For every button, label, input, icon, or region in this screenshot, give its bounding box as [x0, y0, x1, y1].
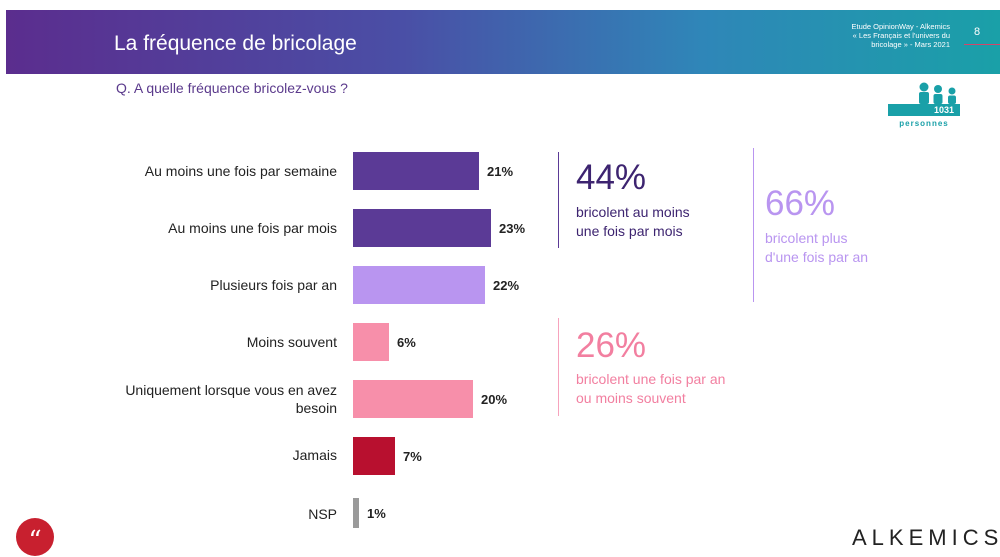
source-line: Etude OpinionWay - Alkemics: [851, 22, 950, 31]
quote-icon: “: [16, 518, 54, 556]
header-accent-line: [964, 44, 1000, 45]
sample-count: 1031: [888, 104, 960, 116]
summary-divider: [753, 148, 754, 302]
summary-text: bricolent au moins une fois par mois: [576, 203, 690, 241]
category-label: NSP: [308, 506, 337, 522]
summary-text: bricolent plus d'une fois par an: [765, 229, 868, 267]
bar: [353, 437, 395, 475]
people-icon: [919, 82, 956, 104]
summary-text-line: bricolent plus: [765, 230, 848, 246]
bar: [353, 266, 485, 304]
summary-text-line: bricolent une fois par an: [576, 371, 726, 387]
bar: [353, 323, 389, 361]
page-title: La fréquence de bricolage: [114, 32, 357, 55]
summary-text-line: ou moins souvent: [576, 390, 686, 406]
sample-label: personnes: [899, 119, 949, 128]
category-label: Au moins une fois par semaine: [144, 163, 337, 179]
summary-divider: [558, 152, 559, 248]
value-label: 21%: [487, 164, 514, 179]
value-label: 6%: [397, 335, 416, 350]
value-label: 23%: [499, 221, 526, 236]
summary-percent: 44%: [576, 158, 647, 197]
source-line: « Les Français et l'univers du: [852, 31, 950, 40]
bar: [353, 209, 491, 247]
question-text: Q. A quelle fréquence bricolez-vous ?: [116, 80, 348, 96]
value-label: 7%: [403, 449, 422, 464]
sample-badge: 1031 personnes: [888, 82, 960, 132]
category-label: Uniquement lorsque vous en avez besoin: [125, 382, 337, 416]
value-label: 1%: [367, 506, 386, 521]
source-note: Etude OpinionWay - Alkemics « Les França…: [818, 22, 950, 49]
summary-text-line: bricolent au moins: [576, 204, 690, 220]
category-label: Plusieurs fois par an: [210, 277, 337, 293]
value-label: 20%: [481, 392, 508, 407]
category-label: Moins souvent: [246, 334, 337, 350]
category-label: Au moins une fois par mois: [168, 220, 337, 236]
page-number: 8: [974, 26, 981, 38]
source-line: bricolage » - Mars 2021: [871, 40, 950, 49]
category-label: Jamais: [292, 447, 337, 463]
summary-percent: 26%: [576, 326, 647, 365]
bar: [353, 380, 473, 418]
summary-text-line: d'une fois par an: [765, 249, 869, 265]
bar: [353, 152, 479, 190]
summary-divider: [558, 318, 559, 416]
bar: [353, 498, 359, 528]
summary-text: bricolent une fois par an ou moins souve…: [576, 370, 725, 408]
value-label: 22%: [493, 278, 520, 293]
summary-text-line: une fois par mois: [576, 223, 683, 239]
header-banner: La fréquence de bricolage Etude OpinionW…: [6, 10, 1000, 74]
summary-percent: 66%: [765, 184, 836, 223]
brand-logo: ALKEMICS: [852, 525, 1000, 550]
